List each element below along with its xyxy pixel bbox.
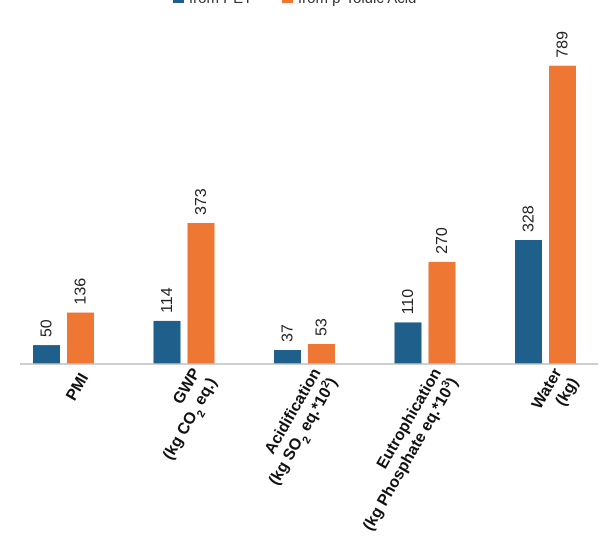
data-label: 136 [73,278,90,305]
category-labels: PMI GWP(kg CO2 eq.) Acidification(kg SO2 e… [63,365,582,533]
category-label-line1: PMI [63,371,92,404]
bar [428,261,456,364]
bar [394,322,422,364]
data-label: 328 [521,205,538,232]
legend-label: from PET [189,0,252,7]
legend-swatch [173,0,184,3]
category-label: GWP(kg CO2 eq.) [160,365,220,462]
bar [308,343,335,364]
data-label: 50 [39,319,56,337]
category-label: Water(kg) [529,366,582,412]
data-label: 789 [555,31,572,58]
data-label: 37 [280,324,297,342]
bar [153,320,181,364]
data-label: 110 [400,289,417,315]
bar [33,345,60,364]
category-label-line2: (kg Phosphate eq.*103) [358,374,461,534]
legend-swatch [282,0,293,3]
bar [274,350,301,364]
bar [187,222,215,364]
data-label: 270 [434,227,451,254]
data-label: 114 [159,287,176,313]
data-label: 373 [193,188,210,215]
data-label: 53 [314,318,331,336]
legend: from PET from p-Toluic Acid [173,0,416,7]
bar [67,312,94,364]
legend-label: from p-Toluic Acid [298,0,416,7]
category-label: Eutrophication(kg Phosphate eq.*103) [358,366,461,534]
category-label: Acidification(kg SO2 eq.*102) [262,366,341,489]
bars: 50 136 114 373 37 53 110 270 328 789 [33,31,576,364]
bar [549,65,576,364]
category-label: PMI [63,371,92,404]
bar [515,240,542,364]
